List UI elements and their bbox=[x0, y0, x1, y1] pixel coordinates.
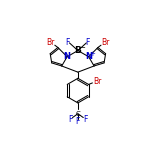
Text: N: N bbox=[64, 52, 71, 61]
Text: F: F bbox=[86, 38, 90, 47]
Text: −: − bbox=[79, 45, 85, 50]
Text: N: N bbox=[85, 52, 92, 61]
Text: F: F bbox=[76, 117, 80, 126]
Text: Br: Br bbox=[46, 38, 54, 47]
Text: F: F bbox=[83, 115, 88, 124]
Text: Br: Br bbox=[93, 77, 101, 86]
Text: C: C bbox=[76, 111, 80, 117]
Text: Br: Br bbox=[101, 38, 110, 47]
Text: F: F bbox=[68, 115, 72, 124]
Text: F: F bbox=[66, 38, 70, 47]
Text: +: + bbox=[90, 51, 95, 57]
Text: B: B bbox=[74, 46, 81, 55]
